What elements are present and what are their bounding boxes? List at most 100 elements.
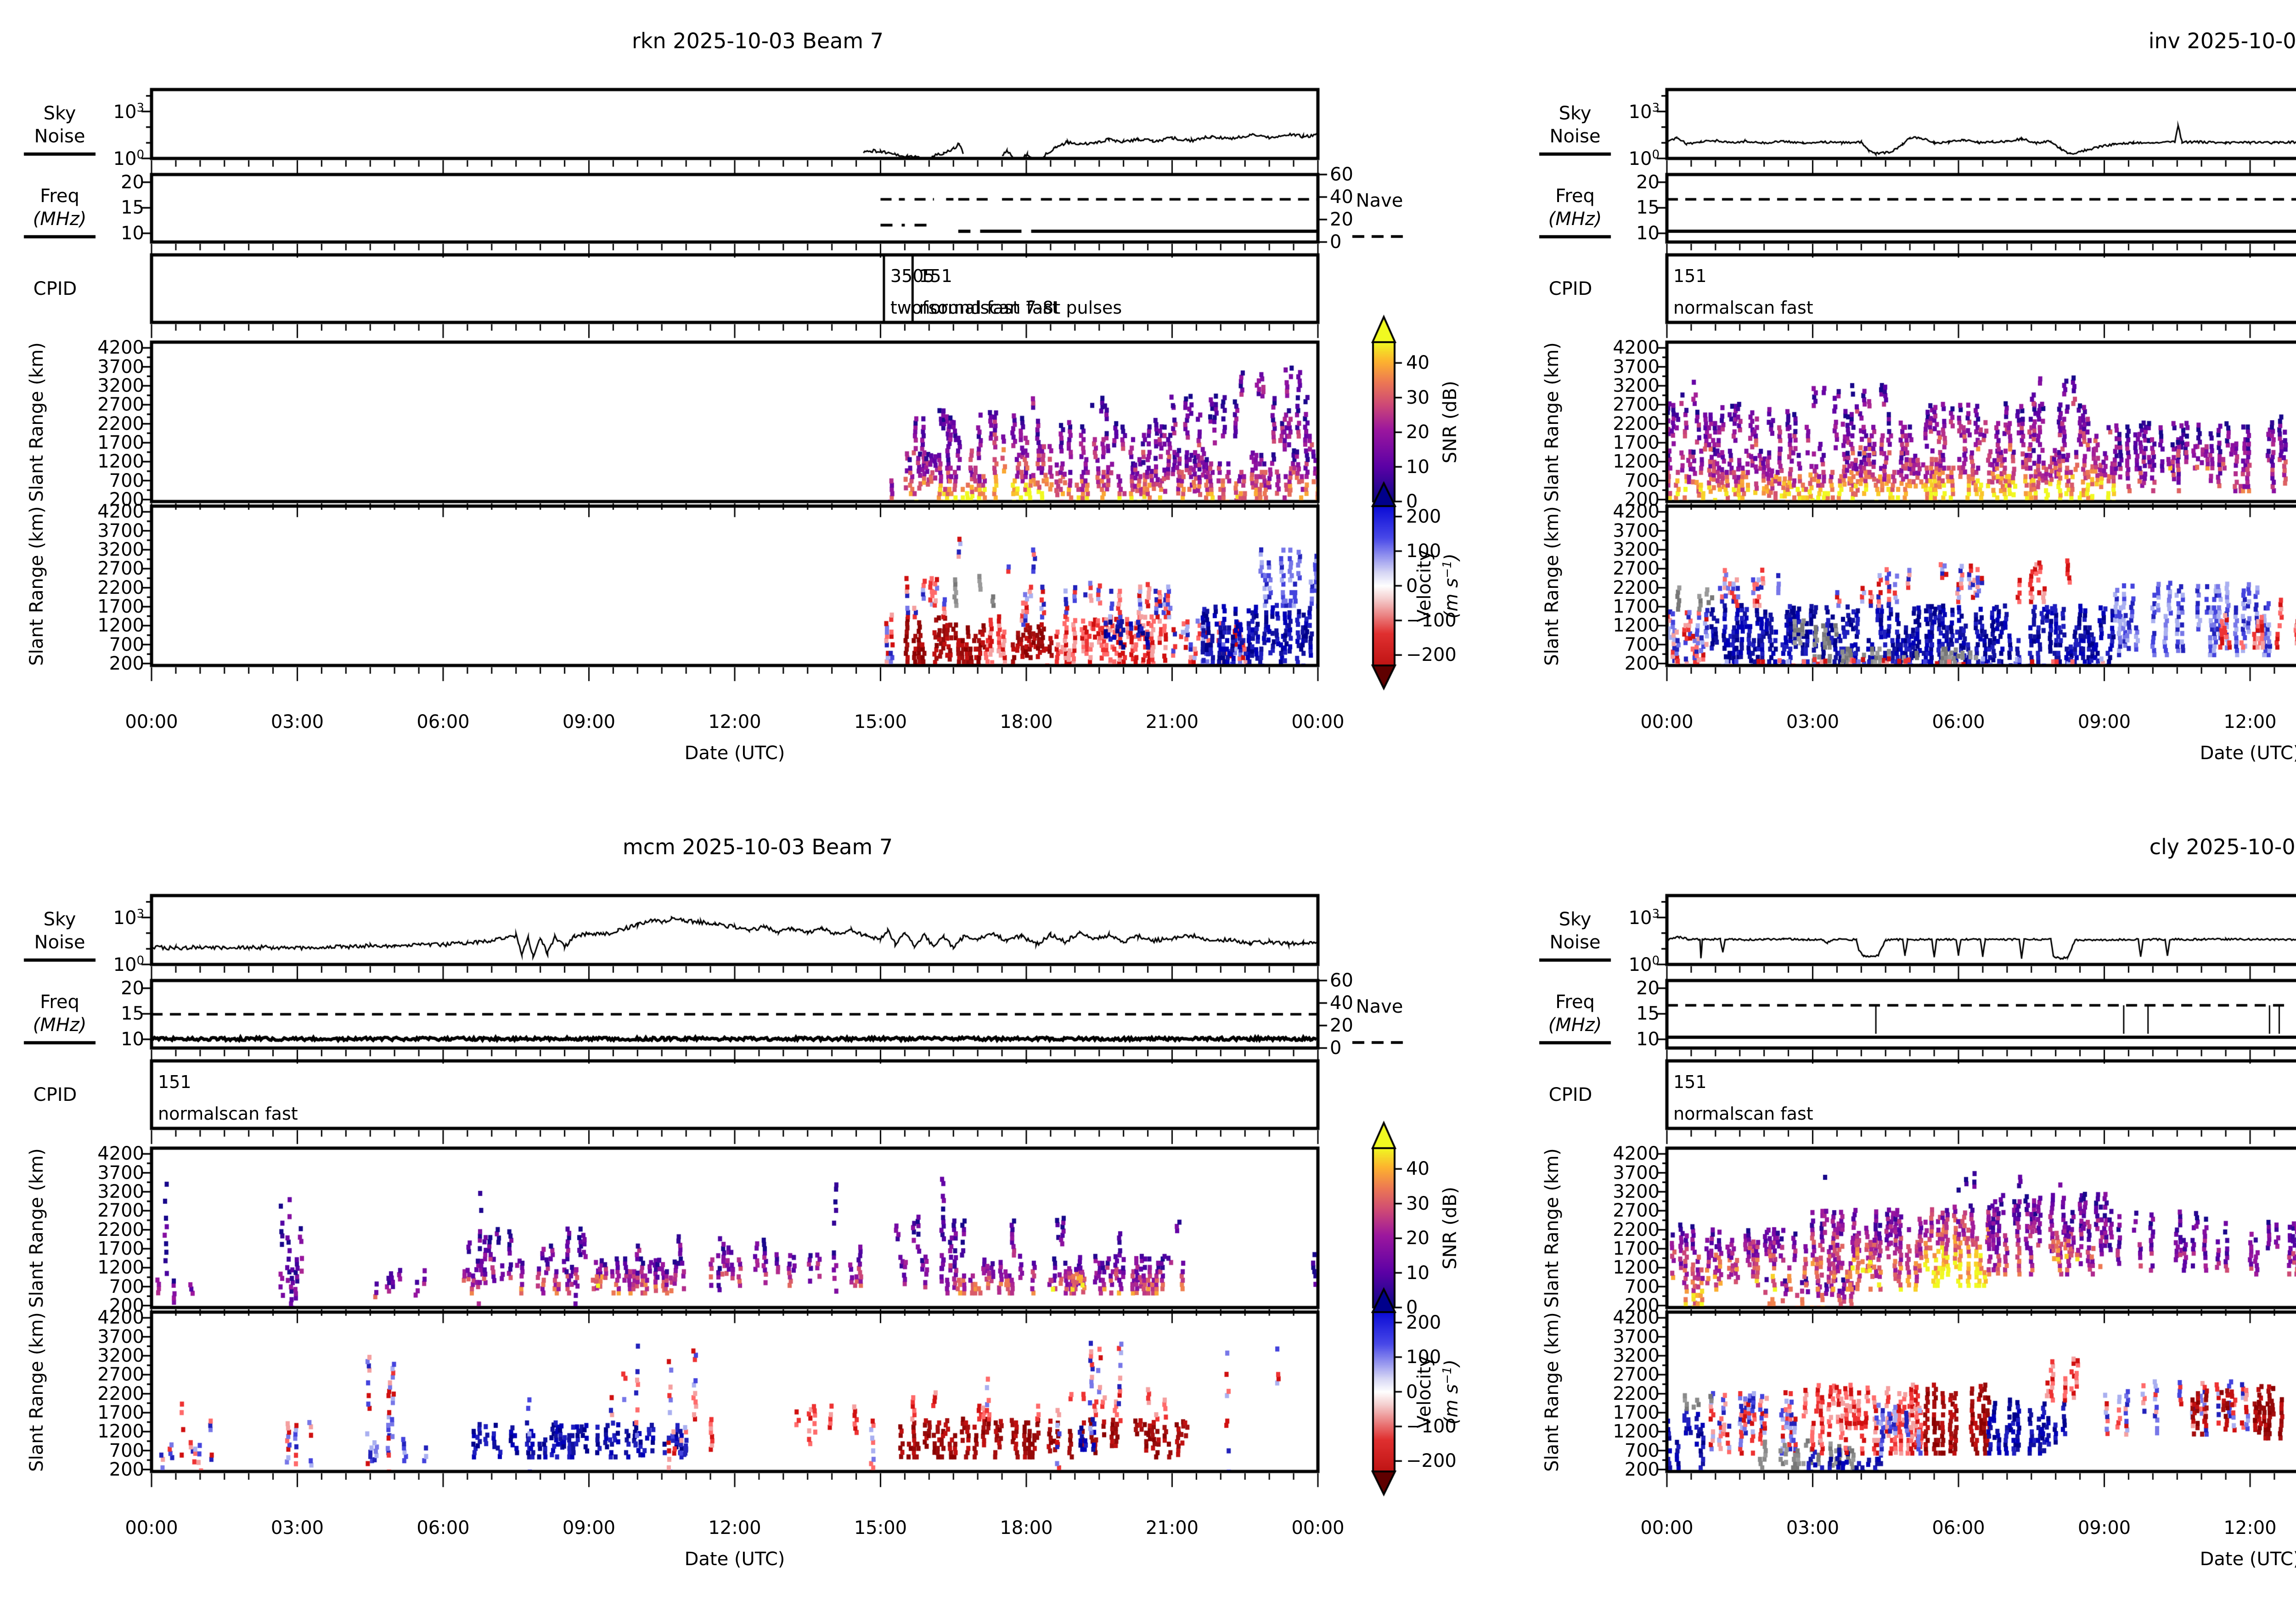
slant-range-label-snr: Slant Range (km) (26, 342, 47, 502)
radar-plot-canvas-cly (1515, 806, 2296, 1612)
cpid-event-name-1: normalscan fast (919, 298, 1059, 318)
sky-tick-label: 100 (1628, 953, 1660, 976)
snr-colorbar-tick-label: 10 (1406, 1262, 1429, 1284)
sky-tick-label: 103 (113, 907, 144, 929)
panel-title-cly: cly 2025-10-03 Beam 7 (2149, 834, 2296, 859)
snr-slant-tick-label: 2200 (1613, 1219, 1660, 1240)
snr-slant-tick-label: 2700 (97, 394, 144, 416)
vel-colorbar-tick-label: 200 (1406, 1312, 1441, 1333)
radar-panel-mcm: mcm 2025-10-03 Beam 7 Sky Noise Freq (MHz) C… (0, 806, 1515, 1612)
vel-colorbar-tick-label: 200 (1406, 506, 1441, 527)
snr-slant-tick-label: 2700 (97, 1200, 144, 1222)
freq-tick-label: 20 (1636, 977, 1660, 999)
snr-slant-tick-label: 1200 (1613, 1257, 1660, 1279)
nave-tick-label: 60 (1330, 970, 1353, 991)
vel-slant-tick-label: 1700 (97, 1402, 144, 1423)
nave-tick-label: 0 (1330, 1037, 1342, 1059)
vel-colorbar-tick-label: 100 (1406, 1347, 1441, 1368)
x-tick-label: 03:00 (270, 711, 324, 733)
freq-label-line1: Freq (1555, 992, 1595, 1013)
vel-slant-tick-label: 3700 (1613, 520, 1660, 541)
freq-label-line2: (MHz) (1548, 1015, 1602, 1036)
vel-slant-tick-label: 2200 (1613, 577, 1660, 598)
snr-slant-tick-label: 200 (1624, 1295, 1660, 1316)
x-tick-label: 00:00 (125, 1517, 178, 1539)
snr-colorbar-tick-label: 0 (1406, 1297, 1418, 1318)
freq-tick-label: 10 (1636, 223, 1660, 244)
vel-slant-tick-label: 700 (1624, 634, 1660, 655)
vel-slant-tick-label: 2200 (1613, 1383, 1660, 1404)
snr-slant-tick-label: 2700 (1613, 1200, 1660, 1222)
x-tick-label: 12:00 (2223, 1517, 2277, 1539)
vel-slant-tick-label: 1200 (1613, 1421, 1660, 1443)
sky-noise-label-line1: Sky (1559, 909, 1592, 930)
vel-slant-tick-label: 3200 (1613, 539, 1660, 560)
vel-slant-tick-label: 2700 (1613, 558, 1660, 580)
x-tick-label: 09:00 (2077, 1517, 2131, 1539)
velocity-colorbar-label-line2: (m s−1) (1440, 1359, 1463, 1425)
snr-colorbar-tick-label: 10 (1406, 456, 1429, 478)
vel-slant-tick-label: 4200 (1613, 501, 1660, 523)
sky-noise-label-line2: Noise (1549, 126, 1601, 147)
vel-slant-tick-label: 1200 (1613, 615, 1660, 637)
cpid-event-name-0: twofsound fast 7-8t pulses (890, 298, 1122, 318)
nave-tick-label: 20 (1330, 1015, 1353, 1036)
date-utc-label: Date (UTC) (684, 743, 785, 764)
velocity-colorbar-label-line2: (m s−1) (1440, 553, 1463, 619)
vel-slant-tick-label: 4200 (97, 501, 144, 523)
x-tick-label: 00:00 (1640, 711, 1694, 733)
vel-slant-tick-label: 3700 (1613, 1326, 1660, 1347)
snr-slant-tick-label: 200 (109, 1295, 144, 1316)
cpid-event-id-0: 3505 (890, 266, 935, 286)
nave-tick-label: 60 (1330, 164, 1353, 185)
x-tick-label: 18:00 (1000, 711, 1053, 733)
freq-label-line2: (MHz) (33, 209, 87, 230)
sky-tick-label: 103 (1628, 101, 1660, 123)
cpid-label: CPID (33, 1084, 77, 1105)
x-tick-label: 00:00 (125, 711, 178, 733)
snr-colorbar-label: SNR (dB) (1440, 1186, 1461, 1269)
vel-slant-tick-label: 200 (109, 1459, 144, 1480)
vel-slant-tick-label: 3700 (97, 1326, 144, 1347)
date-utc-label: Date (UTC) (684, 1549, 785, 1570)
snr-slant-tick-label: 1700 (1613, 432, 1660, 453)
freq-tick-label: 20 (121, 977, 144, 999)
vel-slant-tick-label: 1700 (1613, 1402, 1660, 1423)
x-tick-label: 12:00 (708, 711, 761, 733)
panel-title-inv: inv 2025-10-03 Beam 7 (2148, 28, 2296, 53)
slant-range-label-snr: Slant Range (km) (1542, 1148, 1563, 1308)
freq-tick-label: 15 (1636, 197, 1660, 219)
nave-tick-label: 0 (1330, 231, 1342, 253)
nave-legend-label: Nave (1356, 190, 1403, 211)
freq-label-line1: Freq (40, 992, 79, 1013)
vel-slant-tick-label: 3200 (97, 539, 144, 560)
x-tick-label: 21:00 (1145, 711, 1199, 733)
cpid-event-name-0: normalscan fast (158, 1104, 298, 1124)
sky-noise-label-line2: Noise (34, 126, 85, 147)
sky-noise-label-line2: Noise (34, 932, 85, 953)
x-tick-label: 06:00 (1932, 711, 1985, 733)
sky-noise-label-line1: Sky (1559, 103, 1592, 124)
x-tick-label: 03:00 (270, 1517, 324, 1539)
snr-slant-tick-label: 4200 (97, 337, 144, 359)
vel-colorbar-tick-label: 0 (1406, 575, 1418, 597)
snr-slant-tick-label: 1700 (97, 1238, 144, 1259)
snr-slant-tick-label: 3200 (97, 375, 144, 396)
snr-slant-tick-label: 3700 (97, 356, 144, 378)
freq-tick-label: 10 (121, 1029, 144, 1050)
freq-tick-label: 15 (1636, 1003, 1660, 1025)
snr-colorbar-tick-label: 30 (1406, 1193, 1429, 1214)
x-tick-label: 03:00 (1786, 1517, 1840, 1539)
vel-slant-tick-label: 2700 (97, 558, 144, 580)
cpid-event-id-0: 151 (158, 1072, 191, 1092)
cpid-event-name-0: normalscan fast (1673, 298, 1813, 318)
freq-tick-label: 10 (1636, 1029, 1660, 1050)
freq-label-line2: (MHz) (1548, 209, 1602, 230)
x-tick-label: 03:00 (1786, 711, 1840, 733)
x-tick-label: 12:00 (2223, 711, 2277, 733)
x-tick-label: 15:00 (854, 1517, 907, 1539)
slant-range-label-vel: Slant Range (km) (1542, 506, 1563, 666)
panel-title-mcm: mcm 2025-10-03 Beam 7 (622, 834, 893, 859)
sky-tick-label: 100 (1628, 147, 1660, 170)
